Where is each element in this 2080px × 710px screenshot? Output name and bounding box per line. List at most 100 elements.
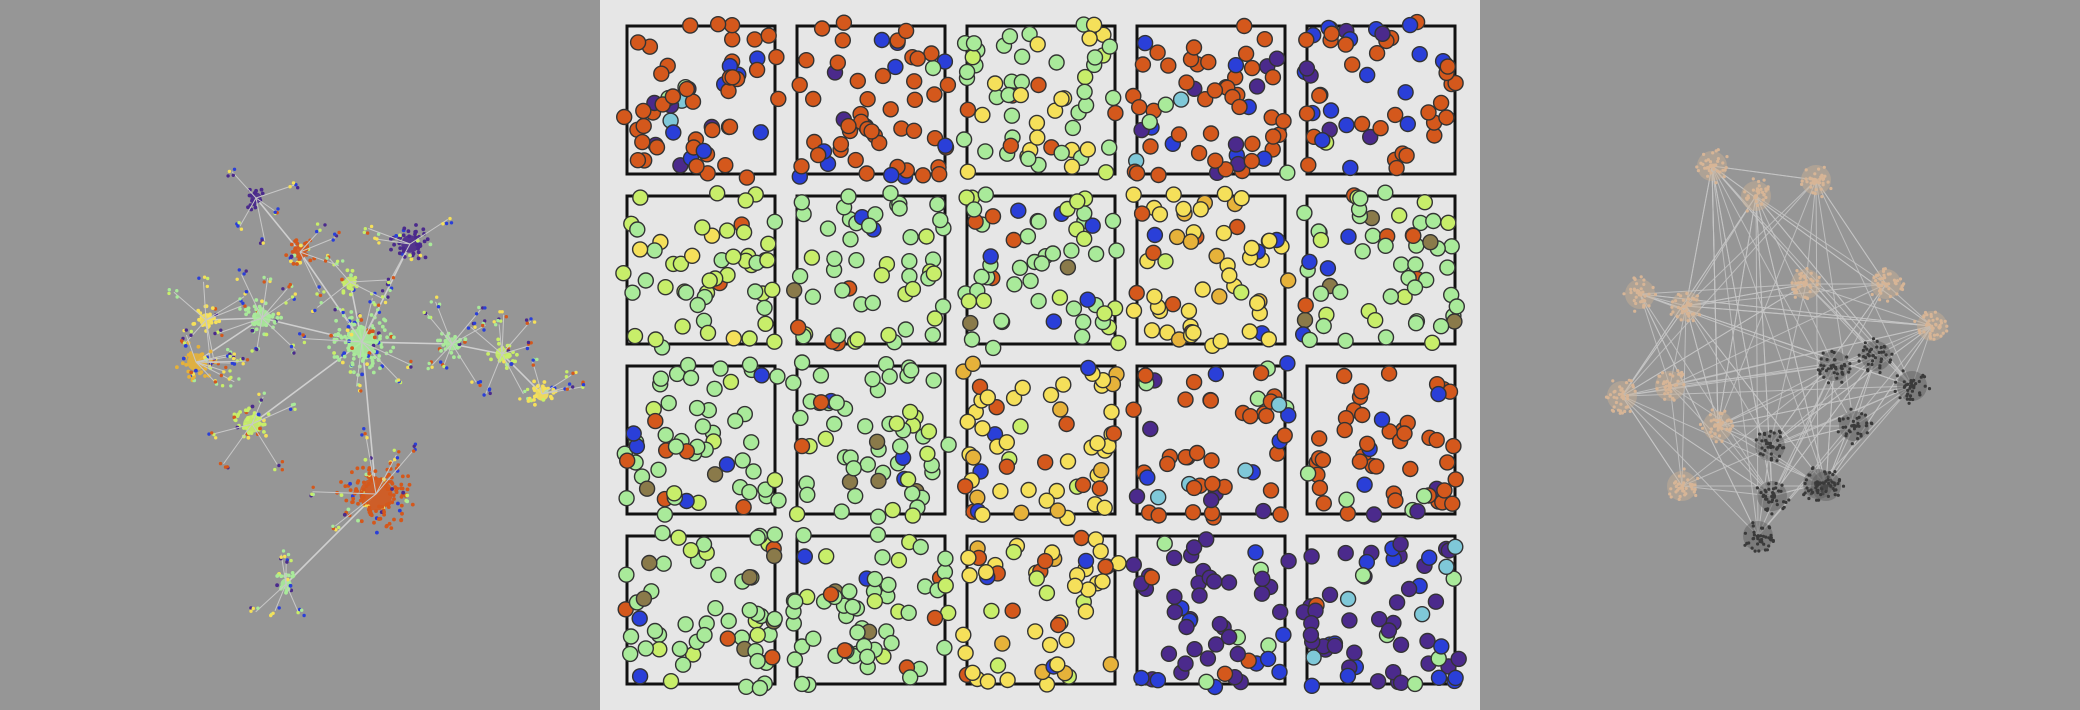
network-node bbox=[1845, 355, 1849, 359]
scatter-point bbox=[717, 156, 734, 174]
network-node bbox=[318, 293, 323, 298]
scatter-point bbox=[1029, 36, 1046, 53]
scatter-point bbox=[1087, 245, 1105, 263]
network-edge bbox=[256, 317, 263, 352]
network-node bbox=[376, 331, 381, 335]
scatter-point bbox=[1276, 427, 1293, 444]
scatter-point bbox=[766, 547, 783, 565]
cluster-9 bbox=[1655, 369, 1686, 402]
network-node bbox=[1674, 299, 1678, 303]
scatter-point bbox=[1216, 665, 1234, 682]
cluster-5 bbox=[1790, 267, 1821, 301]
network-node bbox=[1809, 181, 1813, 185]
network-node bbox=[1847, 370, 1851, 374]
hub-upper-left bbox=[226, 167, 300, 245]
network-node bbox=[1718, 425, 1722, 429]
network-node bbox=[1771, 487, 1776, 491]
network-node bbox=[1861, 348, 1865, 352]
scatter-point bbox=[1382, 288, 1400, 305]
network-edge bbox=[1711, 165, 1817, 181]
network-node bbox=[186, 353, 191, 357]
network-node bbox=[220, 384, 225, 388]
network-node bbox=[1852, 424, 1856, 428]
network-node bbox=[294, 183, 298, 187]
scatter-point bbox=[1366, 312, 1384, 329]
network-node bbox=[1818, 177, 1822, 181]
network-node bbox=[438, 338, 442, 343]
network-node bbox=[400, 486, 405, 491]
scatter-point bbox=[1029, 129, 1046, 146]
network-node bbox=[414, 223, 418, 227]
network-node bbox=[1830, 480, 1834, 484]
network-node bbox=[1844, 434, 1848, 438]
network-node bbox=[1771, 491, 1775, 495]
scatter-point bbox=[1370, 611, 1388, 628]
network-node bbox=[218, 461, 223, 466]
network-node bbox=[1906, 388, 1910, 392]
scatter-point bbox=[798, 52, 815, 69]
network-edge bbox=[361, 298, 373, 343]
scatter-point bbox=[1232, 284, 1250, 301]
network-node bbox=[1617, 392, 1621, 396]
scatter-point bbox=[1259, 650, 1277, 668]
network-node bbox=[1917, 328, 1921, 332]
scatter-point bbox=[1423, 334, 1441, 351]
network-node bbox=[1937, 325, 1941, 329]
network-node bbox=[318, 228, 322, 232]
network-edge bbox=[1669, 283, 1887, 387]
scatter-point bbox=[1165, 549, 1183, 567]
network-edge bbox=[299, 251, 339, 267]
grid-cell-frame bbox=[625, 364, 777, 516]
network-node bbox=[370, 332, 375, 336]
network-node bbox=[255, 347, 259, 352]
network-node bbox=[1867, 354, 1871, 358]
scatter-point bbox=[884, 501, 901, 519]
scatter-point bbox=[1125, 302, 1143, 319]
network-edge bbox=[231, 171, 257, 199]
network-node bbox=[310, 492, 314, 496]
scatter-point bbox=[793, 158, 810, 175]
scatter-point bbox=[770, 492, 787, 509]
network-node bbox=[256, 606, 260, 610]
scatter-point bbox=[841, 583, 858, 600]
scatter-point bbox=[1002, 137, 1019, 155]
scatter-point bbox=[1012, 86, 1029, 104]
network-edge bbox=[1717, 365, 1835, 427]
network-edge bbox=[451, 309, 481, 345]
network-node bbox=[183, 344, 188, 348]
network-node bbox=[1878, 298, 1882, 302]
scatter-point bbox=[1102, 656, 1120, 673]
scatter-point bbox=[1377, 329, 1395, 346]
network-node bbox=[1667, 387, 1671, 391]
scatter-point bbox=[1416, 193, 1434, 211]
network-node bbox=[1823, 470, 1827, 474]
scatter-point bbox=[833, 503, 850, 520]
scatter-point bbox=[641, 554, 658, 572]
scatter-point bbox=[647, 331, 664, 348]
scatter-point bbox=[706, 466, 724, 483]
hub-lower-left bbox=[207, 391, 297, 472]
network-node bbox=[1681, 305, 1686, 309]
scatter-point bbox=[805, 90, 822, 108]
scatter-point bbox=[1220, 628, 1238, 646]
scatter-point bbox=[973, 268, 990, 285]
network-node bbox=[1784, 500, 1788, 504]
network-node bbox=[426, 366, 430, 371]
network-node bbox=[377, 354, 382, 358]
grid-cell-r1-c4 bbox=[1125, 17, 1296, 184]
network-edge bbox=[1711, 165, 1759, 537]
network-node bbox=[258, 421, 262, 426]
network-node bbox=[283, 554, 287, 559]
network-node bbox=[271, 611, 275, 615]
network-edge bbox=[1639, 283, 1807, 295]
network-node bbox=[284, 301, 288, 305]
scatter-point bbox=[1338, 491, 1355, 508]
scatter-point bbox=[873, 31, 891, 49]
network-node bbox=[341, 310, 345, 315]
network-node bbox=[1841, 484, 1846, 488]
network-node bbox=[362, 427, 366, 431]
scatter-point bbox=[1377, 184, 1394, 201]
scatter-point bbox=[766, 526, 783, 543]
network-node bbox=[565, 387, 569, 391]
scatter-point bbox=[1198, 673, 1215, 690]
